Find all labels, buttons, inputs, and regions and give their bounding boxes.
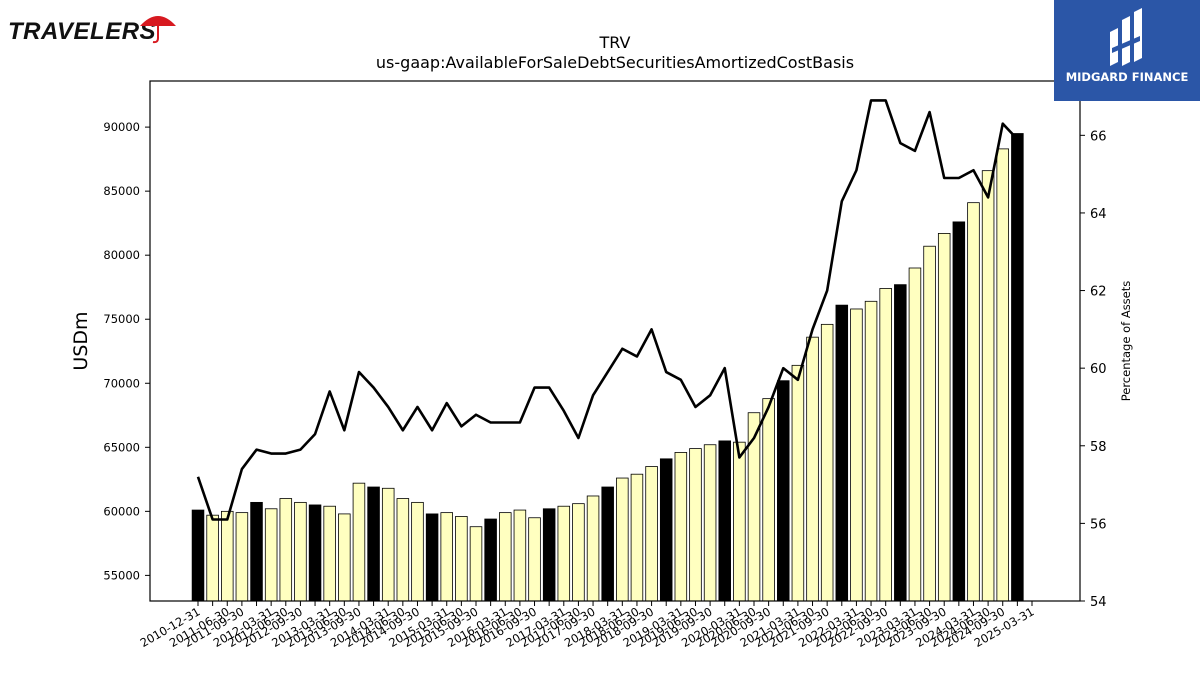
y-axis-label: USDm [70,311,92,370]
bar-2012-03-31 [264,508,278,602]
bar-2017-12-31 [601,486,614,602]
bar-2016-12-31 [542,508,556,602]
bar-2022-06-30 [864,300,878,602]
bar-2019-06-30 [689,448,702,602]
bar-2016-09-30 [528,517,541,602]
y2-axis-label: Percentage of Assets [1119,281,1133,402]
bar-2018-06-30 [630,473,644,602]
bar-2012-12-31 [308,504,322,602]
bar-2012-06-30 [279,498,293,602]
y2-tick-label: 58 [1090,440,1107,455]
bar-2017-09-30 [586,495,600,602]
bar-2022-03-31 [850,308,863,602]
bar-2021-03-31 [791,364,805,602]
y-tick-label: 65000 [103,440,140,454]
bar-2014-12-31 [425,513,439,602]
y-tick-label: 80000 [103,248,140,262]
y2-tick-label: 56 [1090,517,1107,532]
bar-2021-06-30 [806,336,819,602]
bar-2017-03-31 [557,505,571,602]
bar-2022-09-30 [879,288,892,602]
bar-2013-09-30 [352,482,366,602]
bar-2024-06-30 [981,170,995,602]
bar-2020-09-30 [762,398,775,602]
bar-2021-12-31 [835,304,849,602]
bar-2013-03-31 [323,505,336,602]
bar-2018-03-31 [616,477,629,602]
bar-2021-09-30 [820,323,834,602]
bar-2014-03-31 [381,487,395,602]
bar-2014-06-30 [396,498,410,602]
y2-tick-label: 54 [1090,595,1107,610]
bar-2023-09-30 [937,233,951,602]
midgard-finance-logo: MIDGARD FINANCE [1054,0,1200,101]
bar-2011-03-31 [206,514,219,602]
bar-2020-03-31 [733,441,746,602]
y2-tick-label: 66 [1090,129,1107,144]
bar-2015-03-31 [440,512,453,602]
bar-2015-09-30 [469,526,483,602]
bar-2023-06-30 [923,245,936,602]
y-tick-label: 85000 [103,184,140,198]
y-tick-label: 90000 [103,120,140,134]
travelers-wordmark: TRAVELERS [8,18,157,45]
chart-title: TRV [599,33,631,52]
bar-2015-12-31 [484,518,497,602]
umbrella-icon [140,16,176,44]
bar-2011-06-30 [221,510,234,602]
bar-2013-06-30 [338,513,351,602]
y2-tick-label: 64 [1090,207,1107,222]
bar-2013-12-31 [367,486,380,602]
bar-2014-09-30 [411,501,424,602]
bar-2024-03-31 [967,202,980,602]
bar-2018-12-31 [659,458,673,602]
bar-2019-09-30 [703,444,717,602]
midgard-wordmark: MIDGARD FINANCE [1065,70,1189,84]
y2-tick-label: 60 [1090,362,1107,377]
bar-2017-06-30 [572,503,585,602]
bar-2011-12-31 [250,501,263,602]
midgard-emblem-icon [1110,8,1142,66]
bar-2019-03-31 [674,452,688,602]
bar-2016-03-31 [499,512,512,602]
bar-2016-06-30 [513,509,527,602]
bar-2023-03-31 [908,267,922,602]
bar-2022-12-31 [894,284,907,602]
bar-2019-12-31 [718,440,731,602]
bar-2011-09-30 [235,512,249,602]
y-tick-label: 60000 [103,504,140,518]
bar-2020-12-31 [777,380,790,602]
y-tick-label: 75000 [103,312,140,326]
y-tick-label: 70000 [103,376,140,390]
bar-2012-09-30 [294,501,307,602]
bar-2010-12-31 [191,509,205,602]
bar-2018-09-30 [645,466,658,602]
plot-frame [149,80,1081,602]
bar-2020-06-30 [747,412,761,602]
y-tick-label: 55000 [103,568,140,582]
bar-2024-12-31 [1011,133,1024,602]
y2-tick-label: 62 [1090,285,1107,300]
bar-2015-06-30 [455,516,468,602]
bar-2024-09-30 [996,148,1009,602]
chart-subtitle: us-gaap:AvailableForSaleDebtSecuritiesAm… [376,53,854,72]
bar-2023-12-31 [952,221,966,602]
